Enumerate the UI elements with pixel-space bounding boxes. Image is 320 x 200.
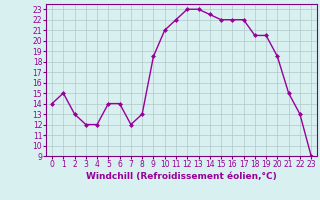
- X-axis label: Windchill (Refroidissement éolien,°C): Windchill (Refroidissement éolien,°C): [86, 172, 277, 181]
